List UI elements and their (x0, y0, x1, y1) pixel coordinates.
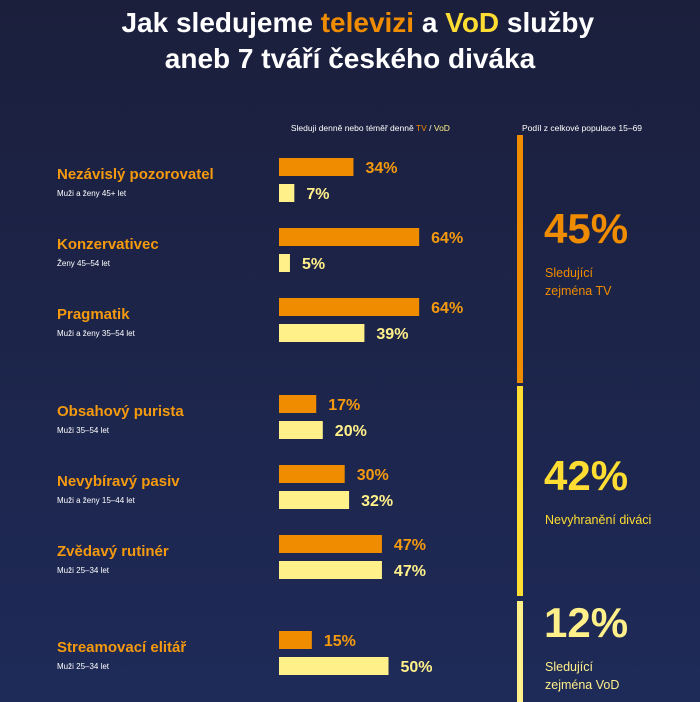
segment-bar (517, 386, 523, 596)
category-label: Zvědavý rutinér (57, 543, 169, 560)
segment-bar (517, 135, 523, 383)
value-label: 64% (431, 300, 463, 317)
value-label: 5% (302, 256, 325, 273)
bar (279, 561, 382, 579)
header-part: / (427, 123, 434, 133)
bar (279, 465, 345, 483)
category-note: Muži a ženy 35–54 let (57, 329, 136, 338)
value-label: 39% (376, 326, 408, 343)
value-label: 47% (394, 537, 426, 554)
category-note: Muži 25–34 let (57, 566, 110, 575)
bar (279, 184, 295, 202)
category-note: Muži a ženy 15–44 let (57, 496, 136, 505)
title-part: Jak sledujeme (121, 7, 320, 38)
value-label: 17% (328, 397, 360, 414)
share-header: Podíl z celkové populace 15–69 (522, 123, 642, 133)
chart-title: Jak sledujeme televizi a VoD služby (83, 7, 618, 38)
value-label: 64% (431, 230, 463, 247)
value-label: 50% (401, 659, 433, 676)
title-part: služby (499, 7, 594, 38)
bar (279, 228, 420, 246)
category-label: Konzervativec (57, 236, 159, 253)
bar (279, 324, 365, 342)
bar (279, 158, 354, 176)
column-header: Sleduji denně nebo téměř denně TV / VoD (279, 123, 457, 133)
category-label: Pragmatik (57, 306, 130, 323)
header-part: Sleduji denně nebo téměř denně (291, 123, 416, 133)
category-label: Nevybíravý pasiv (57, 473, 180, 490)
chart-subtitle: aneb 7 tváří českého diváka (165, 43, 536, 74)
group-share: 45% (544, 205, 628, 252)
value-label: 30% (357, 467, 389, 484)
group-share: 12% (544, 599, 628, 646)
group-label: Sledující (545, 266, 593, 280)
bar (279, 491, 350, 509)
value-label: 47% (394, 563, 426, 580)
category-label: Streamovací elitář (57, 639, 186, 656)
bar (279, 631, 312, 649)
title-part: VoD (445, 7, 499, 38)
bar (279, 535, 382, 553)
category-note: Muži 35–54 let (57, 426, 110, 435)
value-label: 7% (306, 186, 329, 203)
bar (279, 298, 420, 316)
category-note: Muži 25–34 let (57, 662, 110, 671)
group-label: zejména VoD (545, 678, 619, 692)
title-part: televizi (321, 7, 414, 38)
bar (279, 254, 290, 272)
group-label: zejména TV (545, 284, 612, 298)
value-label: 34% (365, 160, 397, 177)
bar (279, 395, 317, 413)
header-part: TV (416, 123, 427, 133)
category-label: Obsahový purista (57, 403, 184, 420)
value-label: 20% (335, 423, 367, 440)
group-share: 42% (544, 452, 628, 499)
header-part: VoD (434, 123, 450, 133)
category-note: Ženy 45–54 let (57, 259, 111, 268)
value-label: 32% (361, 493, 393, 510)
category-note: Muži a ženy 45+ let (57, 189, 127, 198)
bar (279, 657, 389, 675)
category-label: Nezávislý pozorovatel (57, 166, 214, 183)
group-label: Sledující (545, 660, 593, 674)
value-label: 15% (324, 633, 356, 650)
title-part: a (414, 7, 445, 38)
bar (279, 421, 323, 439)
segment-bar (517, 601, 523, 702)
group-label: Nevyhranění diváci (545, 513, 651, 527)
